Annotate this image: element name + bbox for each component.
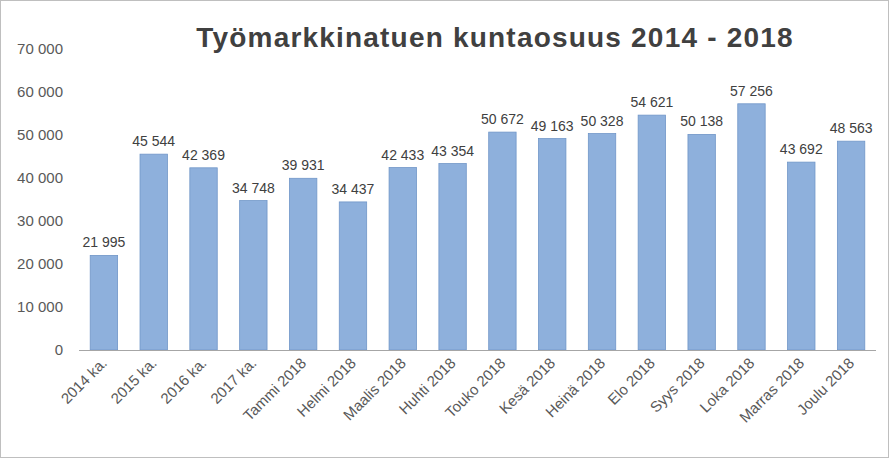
x-tick-label: 2014 ka.	[57, 354, 110, 407]
data-label: 42 369	[182, 147, 225, 163]
x-tick-label: 2015 ka.	[107, 354, 160, 407]
y-tick-label: 10 000	[17, 298, 63, 315]
data-label: 45 544	[132, 133, 175, 149]
bar	[539, 139, 566, 350]
y-tick-label: 20 000	[17, 255, 63, 272]
chart-border	[1, 1, 889, 458]
bar	[837, 141, 864, 350]
bar	[638, 115, 665, 350]
bars	[90, 104, 865, 350]
y-tick-label: 0	[55, 341, 63, 358]
bar	[439, 164, 466, 350]
bar	[190, 168, 217, 350]
bar	[738, 104, 765, 350]
x-tick-label: Heinä 2018	[542, 354, 608, 420]
data-label: 43 692	[780, 141, 823, 157]
bar	[489, 132, 516, 350]
data-label: 48 563	[830, 120, 873, 136]
bar	[240, 201, 267, 350]
bar	[688, 134, 715, 350]
data-label: 57 256	[730, 83, 773, 99]
y-tick-label: 50 000	[17, 126, 63, 143]
x-tick-label: Joulu 2018	[793, 354, 857, 418]
y-tick-label: 30 000	[17, 212, 63, 229]
x-tick-label: Touko 2018	[442, 354, 509, 421]
y-tick-label: 40 000	[17, 169, 63, 186]
data-label: 50 672	[481, 111, 524, 127]
data-label: 21 995	[82, 234, 125, 250]
bar	[588, 134, 615, 350]
bar	[788, 162, 815, 350]
y-tick-label: 60 000	[17, 83, 63, 100]
bar	[90, 255, 117, 350]
data-label: 50 138	[680, 113, 723, 129]
data-label: 34 437	[332, 181, 375, 197]
y-tick-label: 70 000	[17, 40, 63, 57]
title: Työmarkkinatuen kuntaosuus 2014 - 2018	[196, 22, 794, 53]
x-tick-label: Marras 2018	[736, 354, 808, 426]
x-axis	[79, 350, 876, 351]
x-tick-label: 2016 ka.	[157, 354, 210, 407]
data-label: 54 621	[630, 94, 673, 110]
data-label: 34 748	[232, 180, 275, 196]
data-label: 49 163	[531, 118, 574, 134]
data-label: 43 354	[431, 143, 474, 159]
bar	[339, 202, 366, 350]
bar	[140, 154, 167, 350]
bar	[389, 168, 416, 350]
data-label: 39 931	[282, 157, 325, 173]
chart: Työmarkkinatuen kuntaosuus 2014 - 2018 0 1…	[0, 0, 889, 458]
data-label: 50 328	[581, 113, 624, 129]
bar	[289, 178, 316, 350]
x-tick-label: Maalis 2018	[340, 354, 409, 423]
data-label: 42 433	[381, 147, 424, 163]
